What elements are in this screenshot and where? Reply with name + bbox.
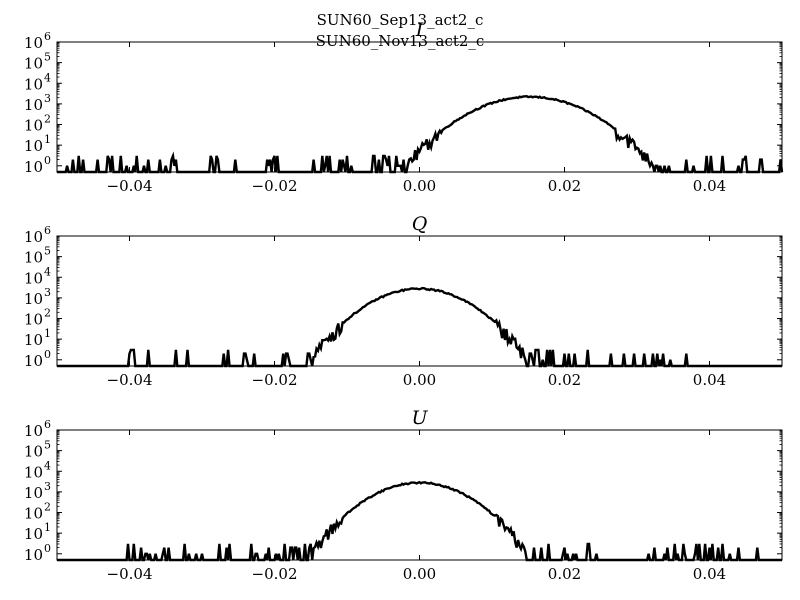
y-tick-label: 10: [24, 525, 43, 543]
y-tick-exponent: 4: [44, 71, 51, 84]
x-tick-label: 0.02: [548, 371, 581, 389]
histogram-series-Q: [57, 286, 782, 368]
x-tick-label: −0.02: [252, 565, 298, 583]
y-tick-exponent: 0: [44, 542, 51, 555]
axes-frame: [56, 235, 783, 367]
y-tick-label: 10: [24, 505, 43, 523]
y-tick-exponent: 3: [44, 480, 51, 493]
y-tick-exponent: 6: [44, 30, 51, 43]
y-tick-exponent: 2: [44, 307, 51, 320]
y-tick-exponent: 5: [44, 51, 51, 64]
x-tick-label: −0.02: [252, 177, 298, 195]
y-tick-label: 10: [24, 117, 43, 135]
y-tick-label: 10: [24, 463, 43, 481]
subplot-title: Q: [412, 213, 428, 235]
y-tick-label: 10: [24, 137, 43, 155]
y-tick-exponent: 2: [44, 501, 51, 514]
y-tick-exponent: 4: [44, 265, 51, 278]
histogram-series-U: [57, 480, 782, 562]
y-tick-exponent: 6: [44, 224, 51, 237]
y-tick-exponent: 3: [44, 286, 51, 299]
x-tick-label: 0.00: [403, 371, 436, 389]
y-tick-exponent: 1: [44, 521, 51, 534]
figure-suptitle-line-1: SUN60_Sep13_act2_c: [316, 11, 484, 29]
y-tick-label: 10: [24, 443, 43, 461]
x-tick-label: 0.02: [548, 177, 581, 195]
axes-frame: [56, 429, 783, 561]
y-tick-label: 10: [24, 55, 43, 73]
y-tick-exponent: 2: [44, 113, 51, 126]
y-tick-exponent: 0: [44, 348, 51, 361]
y-tick-exponent: 4: [44, 459, 51, 472]
y-tick-exponent: 5: [44, 245, 51, 258]
y-tick-label: 10: [24, 546, 43, 564]
y-tick-label: 10: [24, 34, 43, 52]
y-tick-exponent: 3: [44, 92, 51, 105]
y-tick-exponent: 0: [44, 154, 51, 167]
x-tick-label: 0.04: [693, 371, 726, 389]
y-tick-label: 10: [24, 331, 43, 349]
y-tick-label: 10: [24, 311, 43, 329]
y-tick-label: 10: [24, 422, 43, 440]
x-tick-label: −0.04: [107, 177, 153, 195]
histogram-series-I: [57, 94, 784, 174]
x-tick-label: −0.02: [252, 371, 298, 389]
y-tick-label: 10: [24, 228, 43, 246]
y-tick-label: 10: [24, 269, 43, 287]
y-tick-label: 10: [24, 96, 43, 114]
y-tick-label: 10: [24, 75, 43, 93]
y-tick-exponent: 5: [44, 439, 51, 452]
x-tick-label: −0.04: [107, 371, 153, 389]
y-tick-label: 10: [24, 249, 43, 267]
subplot-title: I: [415, 19, 424, 41]
x-tick-label: 0.00: [403, 565, 436, 583]
y-tick-exponent: 6: [44, 418, 51, 431]
x-tick-label: 0.00: [403, 177, 436, 195]
x-tick-label: 0.02: [548, 565, 581, 583]
x-tick-label: 0.04: [693, 177, 726, 195]
y-tick-label: 10: [24, 352, 43, 370]
y-tick-label: 10: [24, 484, 43, 502]
x-tick-label: 0.04: [693, 565, 726, 583]
subplot-title: U: [411, 407, 428, 429]
x-tick-label: −0.04: [107, 565, 153, 583]
y-tick-label: 10: [24, 158, 43, 176]
y-tick-label: 10: [24, 290, 43, 308]
y-tick-exponent: 1: [44, 133, 51, 146]
y-tick-exponent: 1: [44, 327, 51, 340]
figure-suptitle-line-2: SUN60_Nov13_act2_c: [315, 32, 485, 50]
